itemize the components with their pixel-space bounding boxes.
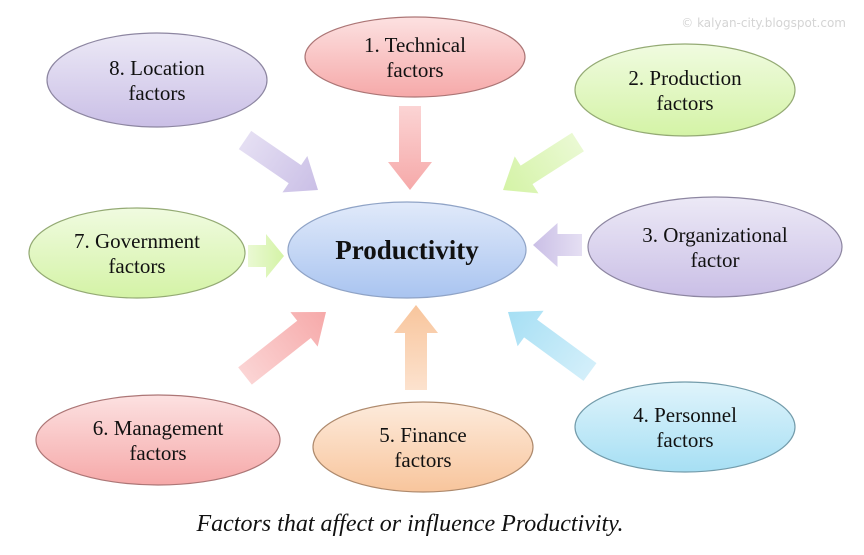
factor-label-line2: factors bbox=[656, 428, 713, 452]
factor-ellipse bbox=[587, 196, 843, 298]
factor-ellipse bbox=[574, 381, 796, 473]
arrow-icon bbox=[533, 223, 582, 267]
factor-label-line2: factors bbox=[386, 58, 443, 82]
factor-label-line1: 4. Personnel bbox=[633, 403, 737, 427]
factor-label-line1: 2. Production bbox=[628, 66, 742, 90]
factor-ellipse bbox=[28, 207, 246, 299]
caption: Factors that affect or influence Product… bbox=[195, 511, 623, 537]
factor-label-line1: 3. Organizational bbox=[642, 223, 788, 247]
arrow-icon bbox=[508, 310, 597, 381]
arrow-icon bbox=[248, 234, 284, 278]
factor-label-line2: factor bbox=[691, 248, 740, 272]
factor-ellipse bbox=[46, 32, 268, 128]
factor-label-line2: factors bbox=[394, 448, 451, 472]
factor-label-line1: 7. Government bbox=[74, 229, 200, 253]
factor-label-line2: factors bbox=[129, 441, 186, 465]
arrow-icon bbox=[238, 130, 318, 193]
factor-label-line2: factors bbox=[656, 91, 713, 115]
center-node: Productivity bbox=[287, 201, 527, 299]
factor-label-line2: factors bbox=[108, 254, 165, 278]
factor-ellipse bbox=[574, 43, 796, 137]
center-ellipse bbox=[287, 201, 527, 299]
factor-label-line1: 1. Technical bbox=[364, 33, 466, 57]
factor-label-line1: 6. Management bbox=[93, 416, 224, 440]
factor-label-line2: factors bbox=[128, 81, 185, 105]
factor-ellipse bbox=[304, 16, 526, 98]
arrow-icon bbox=[238, 312, 326, 385]
arrow-icon bbox=[503, 132, 584, 194]
center-label: Productivity bbox=[335, 235, 479, 265]
factor-label-line1: 8. Location bbox=[109, 56, 205, 80]
watermark: © kalyan-city.blogspot.com bbox=[681, 16, 846, 30]
arrow-icon bbox=[388, 106, 432, 190]
factor-ellipse bbox=[312, 401, 534, 493]
arrow-icon bbox=[394, 305, 438, 390]
factor-label-line1: 5. Finance bbox=[379, 423, 466, 447]
factor-ellipse bbox=[35, 394, 281, 486]
